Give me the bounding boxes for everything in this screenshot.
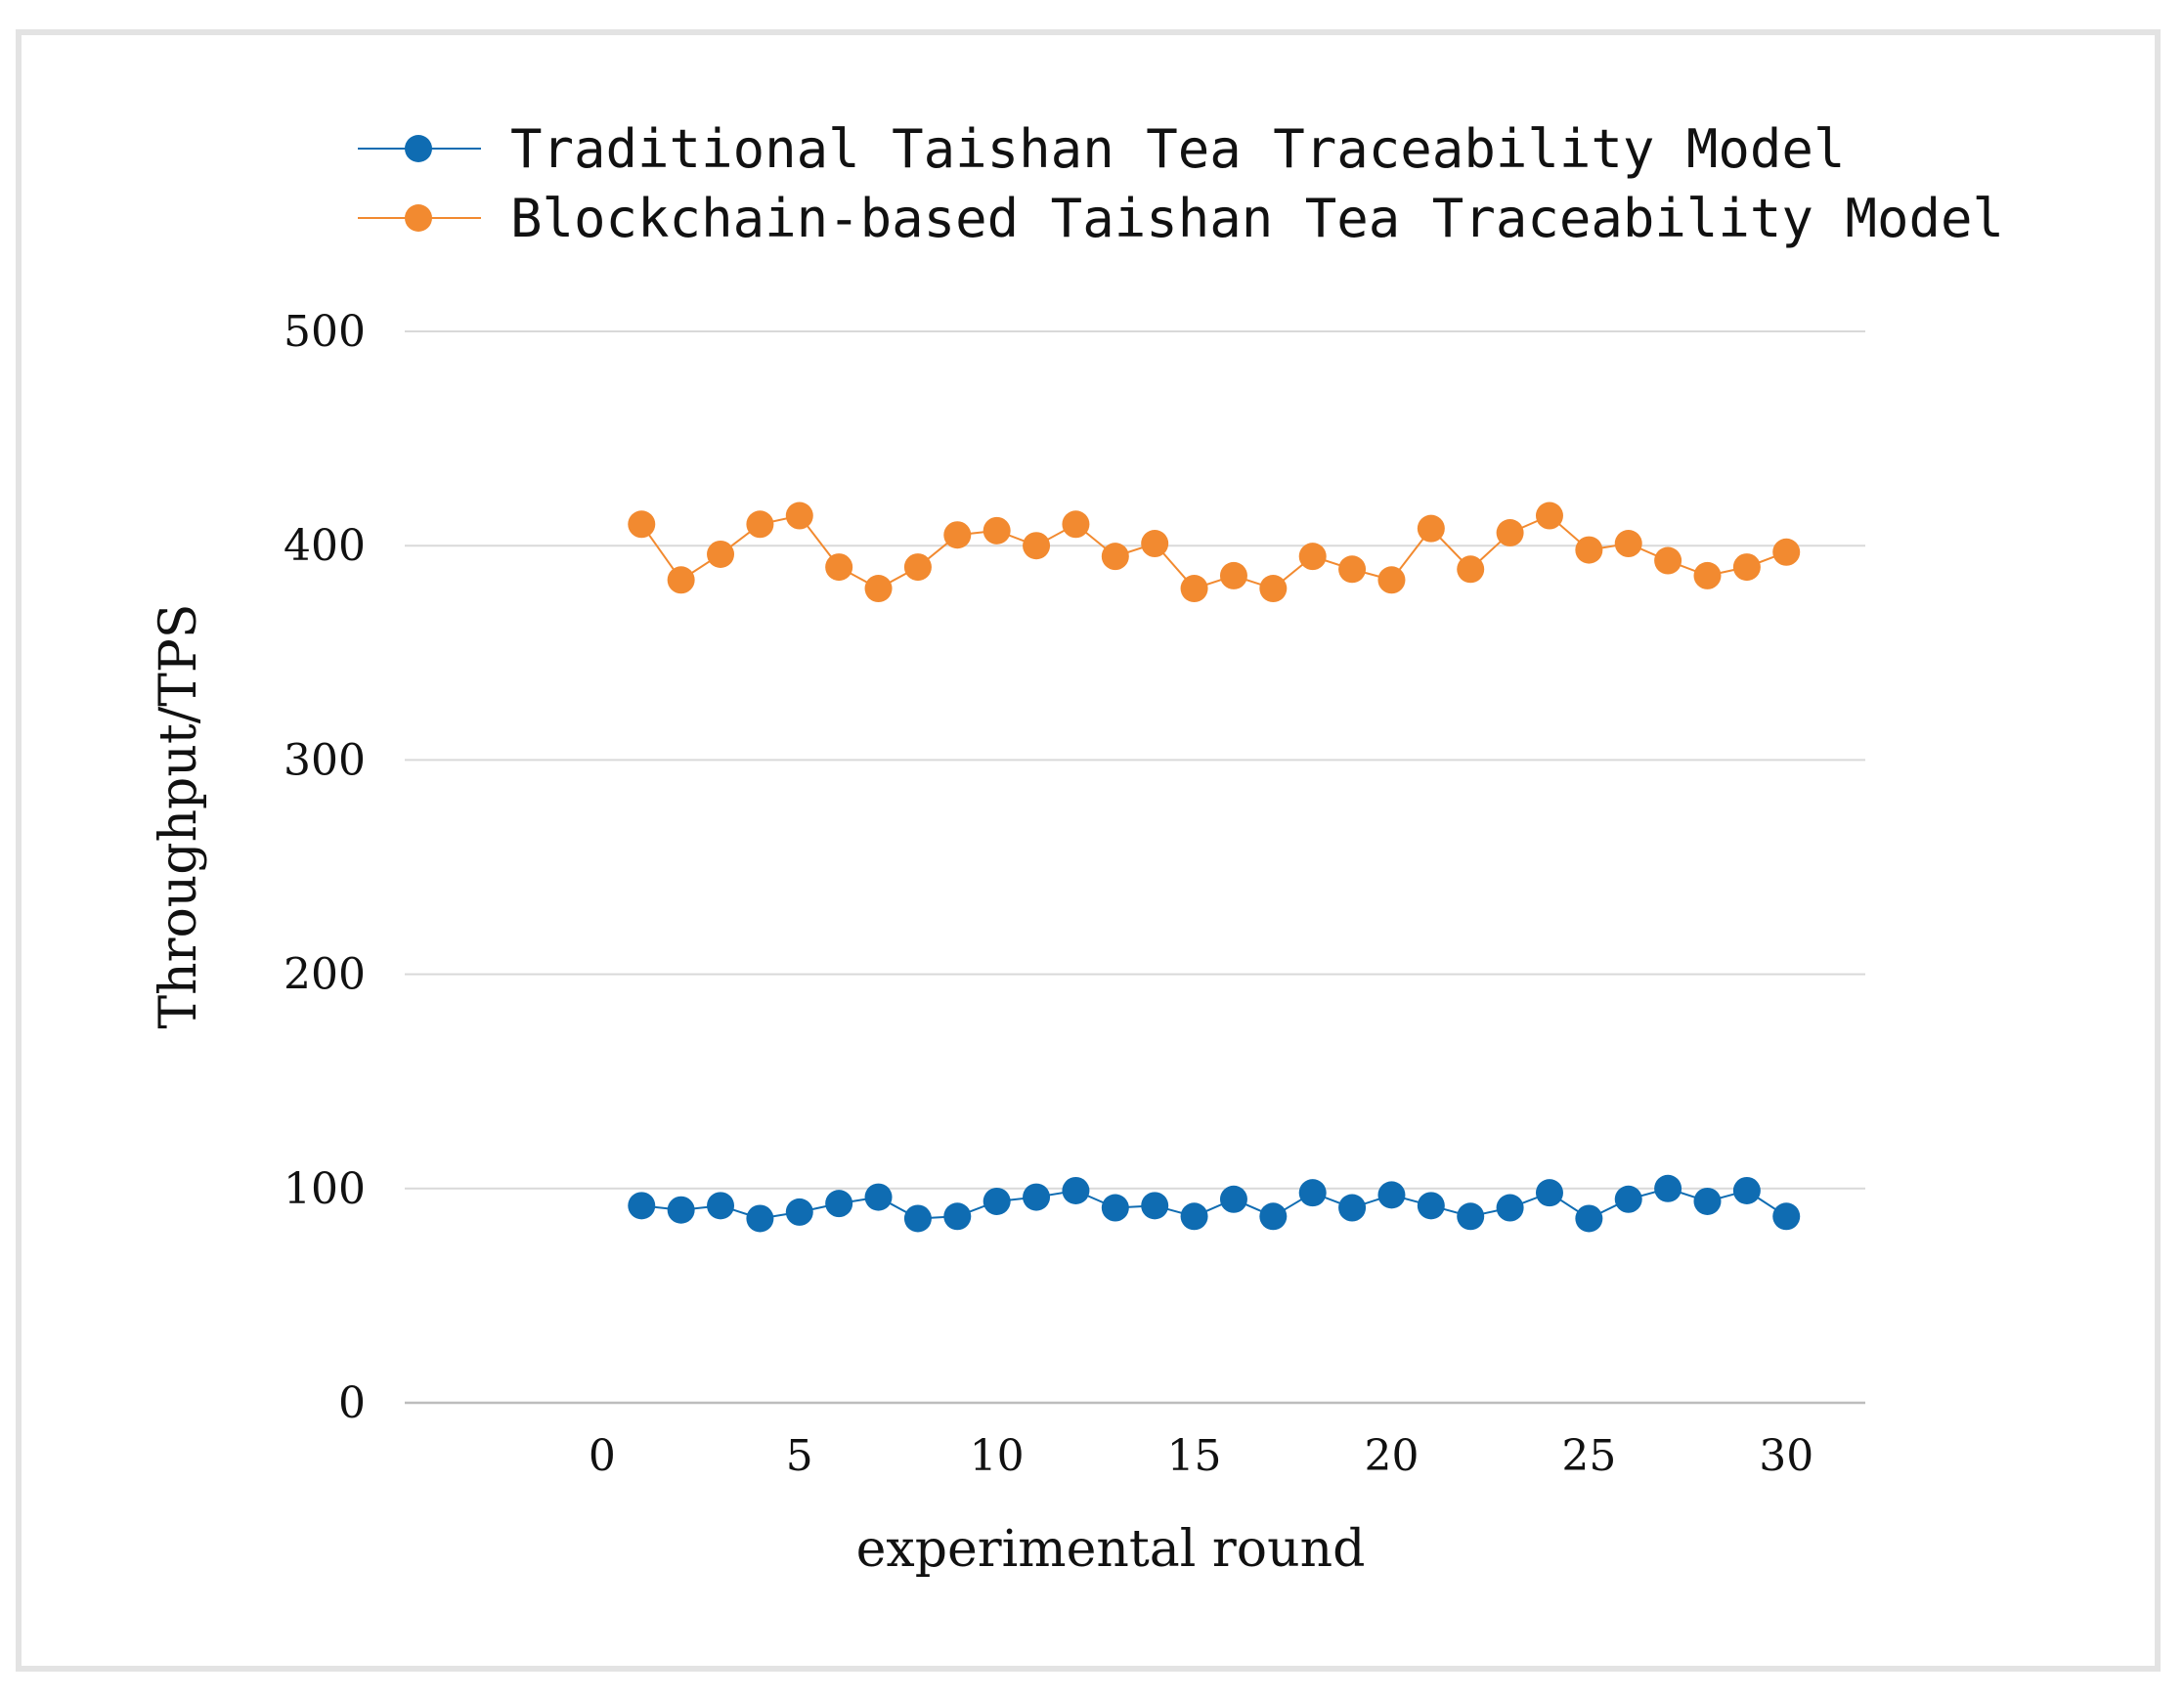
y-axis-title: Throughput/TPS [150,603,208,1028]
series-1-point-20 [1377,1181,1406,1209]
series-1-point-1 [628,1192,656,1220]
series-1-point-14 [1141,1192,1169,1220]
series-2-point-25 [1575,536,1603,564]
legend-item-1: Traditional Taishan Tea Traceability Mod… [358,118,1845,180]
series-1-point-5 [785,1198,813,1226]
series-2-point-9 [943,521,972,549]
legend-label-2: Blockchain-based Taishan Tea Traceabilit… [510,188,2004,249]
legend-marker-2 [405,204,432,232]
series-1-line [641,1187,1787,1220]
series-group [628,501,1801,1233]
legend-label-1: Traditional Taishan Tea Traceability Mod… [510,118,1845,180]
x-tick-label-10: 10 [970,1431,1025,1481]
series-1-point-18 [1298,1179,1327,1207]
series-2-point-21 [1417,514,1445,543]
y-tick-label-0: 0 [338,1378,366,1428]
series-2-point-10 [983,516,1011,545]
series-2-point-14 [1141,530,1169,558]
series-1-point-13 [1101,1194,1129,1222]
series-1-point-29 [1732,1176,1761,1204]
chart-frame [16,29,2161,1672]
series-2-point-24 [1535,501,1563,530]
series-1-point-23 [1496,1194,1524,1222]
series-2-point-11 [1023,532,1051,560]
series-1-point-30 [1772,1202,1801,1231]
legend-item-2: Blockchain-based Taishan Tea Traceabilit… [358,188,2004,249]
series-1-point-19 [1338,1194,1367,1222]
series-2-point-23 [1496,519,1524,547]
series-1-point-6 [825,1190,853,1218]
series-2-point-22 [1457,555,1485,584]
series-1-point-8 [903,1204,932,1233]
series-2-point-1 [628,510,656,539]
x-tick-label-0: 0 [589,1431,616,1481]
y-tick-label-300: 300 [284,735,366,785]
series-2-point-8 [903,553,932,582]
series-1-point-21 [1417,1192,1445,1220]
series-1-point-12 [1062,1176,1090,1204]
series-1-point-24 [1535,1179,1563,1207]
series-2-point-26 [1614,530,1642,558]
x-axis-title: experimental round [856,1520,1366,1579]
series-1-point-10 [983,1187,1011,1215]
series-2-point-19 [1338,555,1367,584]
series-2-point-7 [864,575,893,603]
y-tick-labels: 0 100 200 300 400 500 [284,307,366,1428]
series-2-point-30 [1772,538,1801,566]
series-2-point-29 [1732,553,1761,582]
series-1-point-16 [1219,1185,1247,1213]
series-2-point-2 [667,566,695,594]
x-tick-label-5: 5 [786,1431,813,1481]
legend: Traditional Taishan Tea Traceability Mod… [358,118,2004,249]
series-2-point-20 [1377,566,1406,594]
series-1-point-9 [943,1202,972,1231]
series-2-point-15 [1180,575,1208,603]
x-tick-label-25: 25 [1561,1431,1616,1481]
y-tick-label-400: 400 [284,521,366,571]
series-1-point-4 [746,1204,774,1233]
series-1-point-7 [864,1183,893,1211]
series-2-point-13 [1101,543,1129,571]
series-2-point-28 [1693,561,1722,589]
series-1-point-28 [1693,1187,1722,1215]
series-2-point-6 [825,553,853,582]
series-2-point-5 [785,501,813,530]
y-tick-label-500: 500 [284,307,366,357]
series-1-point-11 [1023,1183,1051,1211]
series-1-point-26 [1614,1185,1642,1213]
series-2-point-3 [707,540,735,568]
series-1-point-2 [667,1196,695,1224]
series-2-point-4 [746,510,774,539]
series-1-point-15 [1180,1202,1208,1231]
series-2-point-12 [1062,510,1090,539]
y-tick-label-100: 100 [284,1164,366,1214]
series-2-point-17 [1259,575,1288,603]
series-2 [628,501,1801,603]
x-tick-label-20: 20 [1364,1431,1419,1481]
gridlines [405,330,1865,1405]
series-2-point-18 [1298,543,1327,571]
series-2-point-27 [1654,546,1682,575]
series-2-point-16 [1219,561,1247,589]
series-2-line [640,514,1787,590]
x-tick-labels: 0 5 10 15 20 25 30 [589,1431,1813,1481]
y-tick-label-200: 200 [284,950,366,1000]
legend-marker-1 [405,135,432,162]
series-1 [628,1174,1801,1233]
series-1-point-3 [707,1192,735,1220]
series-1-point-25 [1575,1204,1603,1233]
series-1-point-27 [1654,1174,1682,1202]
series-1-point-17 [1259,1202,1288,1231]
x-tick-label-30: 30 [1759,1431,1813,1481]
series-1-point-22 [1457,1202,1485,1231]
x-tick-label-15: 15 [1167,1431,1222,1481]
